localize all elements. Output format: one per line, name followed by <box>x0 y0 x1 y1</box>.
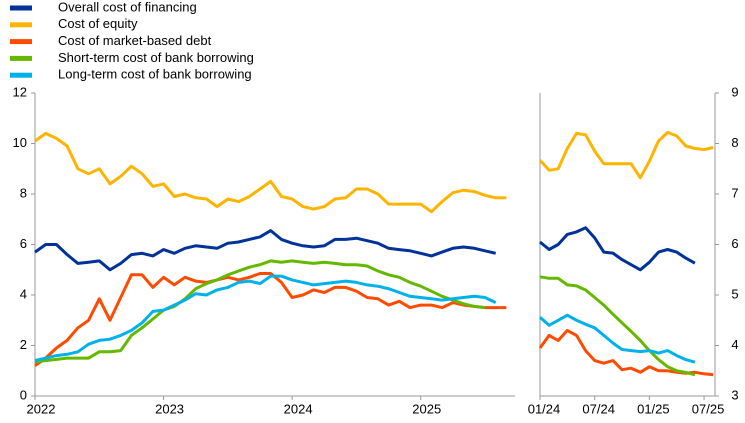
legend-swatch <box>10 39 32 45</box>
series-line <box>34 274 497 363</box>
x-tick-label: 01/24 <box>528 401 561 416</box>
series-line <box>539 275 696 377</box>
x-tick-label: 2025 <box>412 401 441 416</box>
legend-swatch <box>10 22 32 28</box>
y-tick-label: 6 <box>20 236 27 251</box>
y-tick-label: 9 <box>731 84 738 99</box>
series-line <box>538 130 714 180</box>
y-tick-label: 4 <box>731 337 738 352</box>
x-tick-label: 07/25 <box>692 401 725 416</box>
x-tick-label: 2024 <box>284 401 313 416</box>
series-line <box>538 328 714 377</box>
x-tick-label: 07/24 <box>582 401 615 416</box>
legend-swatch <box>10 55 32 61</box>
series-line <box>34 272 507 367</box>
legend-label: Overall cost of financing <box>58 0 197 14</box>
y-tick-label: 2 <box>20 337 27 352</box>
legend-swatch <box>10 72 32 78</box>
x-tick-label: 2023 <box>155 401 184 416</box>
y-tick-label: 12 <box>13 84 27 99</box>
y-tick-label: 8 <box>731 135 738 150</box>
legend-label: Cost of equity <box>58 16 138 31</box>
legend-label: Long-term cost of bank borrowing <box>58 67 252 82</box>
series-line <box>34 259 486 364</box>
legend-label: Short-term cost of bank borrowing <box>58 50 254 65</box>
series-line <box>34 229 497 272</box>
y-tick-label: 5 <box>731 286 738 301</box>
y-tick-label: 8 <box>20 185 27 200</box>
x-tick-label: 2022 <box>27 401 56 416</box>
legend-swatch <box>10 5 32 11</box>
series-line <box>34 131 507 214</box>
legend-label: Cost of market-based debt <box>58 33 212 48</box>
y-tick-label: 4 <box>20 286 27 301</box>
x-tick-label: 01/25 <box>637 401 670 416</box>
y-tick-label: 6 <box>731 236 738 251</box>
y-tick-label: 10 <box>13 135 27 150</box>
series-line <box>539 313 696 364</box>
series-line <box>539 226 696 272</box>
y-tick-label: 7 <box>731 185 738 200</box>
y-tick-label: 3 <box>731 387 738 402</box>
y-tick-label: 0 <box>20 387 27 402</box>
